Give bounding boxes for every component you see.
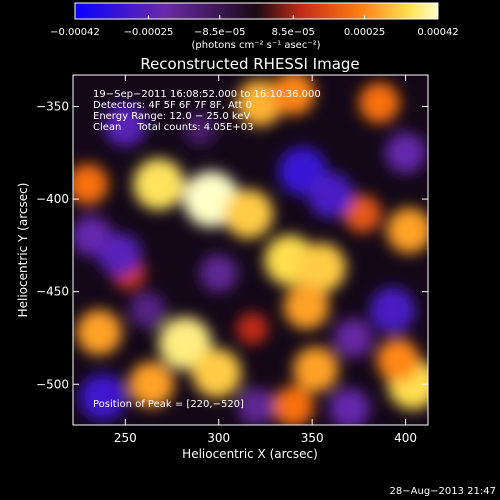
colorbar-ticks: −0.00042 −0.00025 −8.5e−05 8.5e−05 0.00025 0.… xyxy=(50,15,459,38)
footer-timestamp: 28−Aug−2013 21:47 xyxy=(390,486,496,497)
y-tick-label: −400 xyxy=(36,192,69,206)
colorbar-tick-label: −8.5e−05 xyxy=(194,27,246,38)
emission-blob xyxy=(224,189,274,239)
emission-blob xyxy=(343,195,382,233)
emission-blob xyxy=(386,207,428,254)
emission-blob xyxy=(283,283,330,330)
x-tick-label: 350 xyxy=(301,431,324,445)
x-axis-label: Heliocentric X (arcsec) xyxy=(182,447,318,461)
annotation-peak: Position of Peak = [220,−520] xyxy=(93,399,244,410)
annotations: 19−Sep−2011 16:08:52.000 to 16:10:36.000… xyxy=(93,89,321,410)
annotation-detectors: Detectors: 4F 5F 6F 7F 8F, Att 0 xyxy=(93,100,252,111)
x-tick-label: 300 xyxy=(207,431,230,445)
negative-blob xyxy=(308,172,354,219)
annotation-energy: Energy Range: 12.0 − 25.0 keV xyxy=(93,111,250,122)
plot-frame xyxy=(72,74,429,426)
chart-title: Reconstructed RHESSI Image xyxy=(140,55,359,73)
y-tick-label: −500 xyxy=(36,377,69,391)
y-tick-label: −350 xyxy=(36,99,69,113)
negative-blob xyxy=(333,318,373,358)
emission-blob xyxy=(133,158,185,210)
axis-ticks: 250 300 350 400 −350 −400 −450 −500 xyxy=(36,75,428,445)
emission-blob xyxy=(73,163,109,205)
negative-blob xyxy=(237,387,275,425)
emission-blob xyxy=(76,309,122,356)
negative-blob xyxy=(385,132,426,174)
plot-area: 250 300 350 400 −350 −400 −450 −500 xyxy=(36,74,429,445)
colorbar-tick-label: −0.00042 xyxy=(50,27,100,38)
emission-blob xyxy=(293,346,339,393)
emission-blob xyxy=(296,243,347,293)
negative-blob xyxy=(103,103,147,147)
emission-blob xyxy=(376,338,420,382)
negative-blob xyxy=(98,233,142,277)
emission-blob xyxy=(236,79,284,127)
emission-blob xyxy=(128,361,175,407)
heatmap-field xyxy=(73,75,428,425)
colorbar-tick-label: −0.00025 xyxy=(124,27,174,38)
negative-blob xyxy=(369,287,416,333)
x-tick-label: 250 xyxy=(114,431,137,445)
x-tick-label: 400 xyxy=(394,431,417,445)
emission-blob xyxy=(192,348,242,398)
colorbar-tick-label: 8.5e−05 xyxy=(272,27,315,38)
colorbar-gradient xyxy=(74,2,439,20)
emission-blob xyxy=(273,386,314,425)
y-tick-label: −450 xyxy=(36,285,69,299)
y-axis-label: Heliocentric Y (arcsec) xyxy=(16,183,30,318)
negative-blob xyxy=(129,292,166,329)
colorbar-tick-label: 0.00025 xyxy=(344,27,385,38)
emission-blob xyxy=(236,312,269,345)
negative-blob xyxy=(183,112,217,146)
annotation-counts: Clean Total counts: 4.05E+03 xyxy=(93,122,253,133)
negative-blob xyxy=(329,387,370,425)
negative-blob xyxy=(199,254,238,293)
colorbar-units: (photons cm⁻² s⁻¹ asec⁻²) xyxy=(191,40,320,51)
colorbar-tick-label: 0.00042 xyxy=(417,27,458,38)
annotation-time: 19−Sep−2011 16:08:52.000 to 16:10:36.000 xyxy=(93,89,321,100)
emission-blob xyxy=(359,82,400,124)
emission-blob xyxy=(158,317,212,370)
negative-blob xyxy=(79,373,127,421)
emission-blob xyxy=(271,75,315,116)
colorbar: −0.00042 −0.00025 −8.5e−05 8.5e−05 0.00025 0.… xyxy=(50,2,459,51)
